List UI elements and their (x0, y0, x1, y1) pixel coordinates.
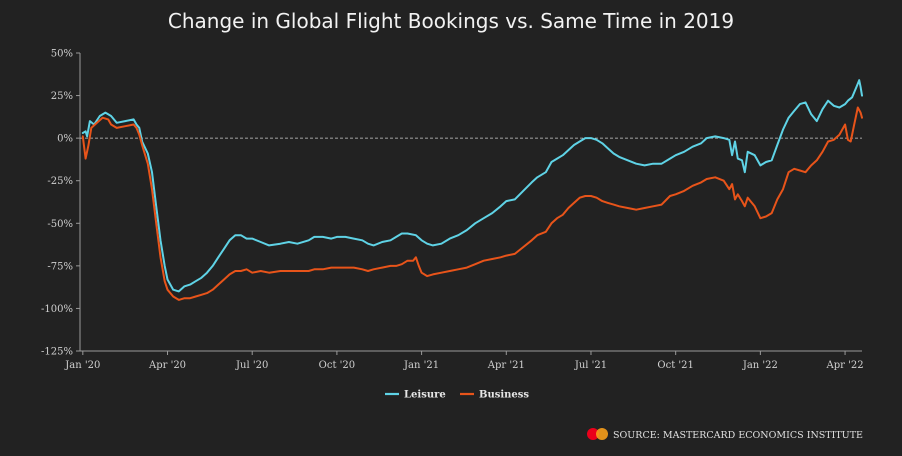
x-tick-label: Jan '22 (742, 360, 778, 371)
x-tick-label: Apr '20 (148, 360, 186, 371)
x-tick-label: Jan '20 (64, 360, 100, 371)
y-tick-label: -25% (47, 176, 73, 187)
y-tick-label: 25% (51, 91, 73, 102)
x-tick-label: Apr '22 (826, 360, 864, 371)
y-tick-label: 0% (57, 134, 73, 145)
source-note: SOURCE: MASTERCARD ECONOMICS INSTITUTE (587, 428, 863, 441)
x-tick-label: Oct '21 (657, 360, 693, 371)
y-tick-label: -50% (47, 219, 73, 230)
series-line-leisure (81, 79, 863, 293)
series-line-business (81, 106, 863, 301)
legend: Leisure Business (385, 390, 529, 401)
legend-label-leisure: Leisure (404, 390, 446, 401)
x-tick-label: Apr '21 (487, 360, 525, 371)
source-text: SOURCE: MASTERCARD ECONOMICS INSTITUTE (613, 430, 863, 441)
x-tick-label: Jan '21 (403, 360, 439, 371)
y-tick-label: 50% (51, 49, 73, 60)
legend-label-business: Business (479, 390, 529, 401)
y-tick-label: -125% (41, 347, 73, 358)
x-tick-label: Oct '20 (319, 360, 355, 371)
x-tick-label: Jul '21 (574, 360, 607, 371)
series-lines (81, 79, 863, 301)
y-tick-label: -100% (41, 304, 73, 315)
x-tick-label: Jul '20 (235, 360, 268, 371)
axes: 50% 25% 0% -25% -50% -75% -100% -125% Jan '20 Apr… (41, 49, 864, 372)
mastercard-logo-red-circle (587, 428, 599, 440)
y-tick-label: -75% (47, 261, 73, 272)
chart-title: Change in Global Flight Bookings vs. Sam… (167, 9, 735, 33)
mastercard-logo-orange-circle (596, 428, 608, 440)
